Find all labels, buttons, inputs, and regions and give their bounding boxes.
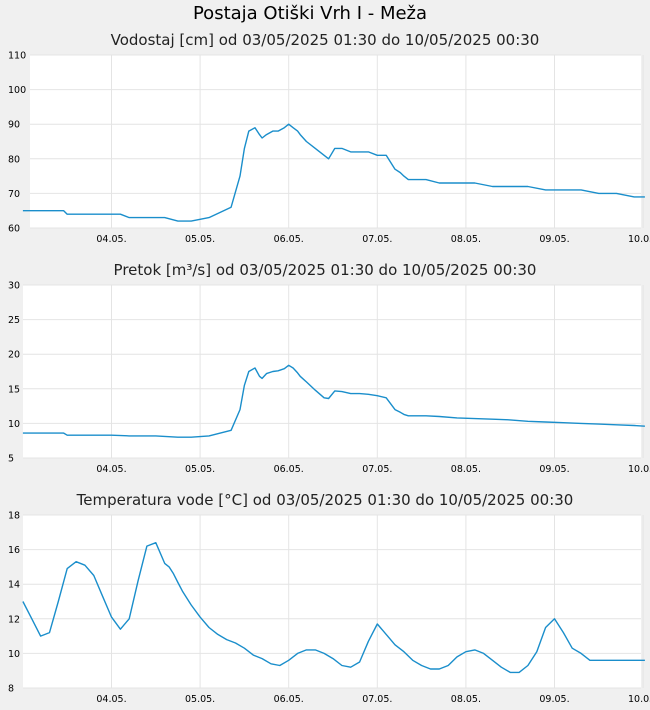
x-tick-label: 04.05. [96, 694, 126, 705]
x-tick-label: 10.05. [628, 234, 650, 245]
y-tick-label: 12 [8, 614, 20, 625]
y-tick-label: 10 [8, 649, 20, 660]
x-tick-label: 07.05. [362, 694, 392, 705]
chart-water-temperature: 8 10 12 14 16 18 04.05. 05.05. 06.05. 07.05. 08.05… [8, 511, 650, 706]
page-title: Postaja Otiški Vrh I - Meža [192, 3, 428, 24]
y-tick-label: 14 [8, 580, 20, 591]
x-tick-label: 05.05. [185, 234, 215, 245]
y-tick-label: 60 [8, 224, 20, 235]
x-tick-label: 07.05. [362, 464, 392, 475]
y-tick-label: 16 [8, 545, 20, 556]
chart-title-water-temperature: Temperatura vode [°C] od 03/05/2025 01:3… [76, 491, 574, 509]
x-tick-label: 05.05. [185, 694, 215, 705]
x-tick-label: 10.05. [628, 464, 650, 475]
x-tick-label: 10.05. [628, 694, 650, 705]
plot-area [23, 285, 641, 458]
x-tick-label: 09.05. [539, 464, 569, 475]
x-tick-label: 06.05. [274, 694, 304, 705]
x-tick-label: 08.05. [451, 234, 481, 245]
plot-area [30, 55, 641, 228]
y-tick-label: 70 [8, 189, 20, 200]
y-tick-label: 20 [8, 350, 20, 361]
y-tick-label: 110 [8, 51, 26, 62]
x-tick-label: 08.05. [451, 464, 481, 475]
y-tick-label: 10 [8, 419, 20, 430]
x-tick-label: 04.05. [96, 464, 126, 475]
y-tick-label: 80 [8, 154, 20, 165]
chart-water-level: 60 70 80 90 100 110 04.05. 05.05. 06.05. 07.05. 08… [8, 51, 650, 246]
chart-title-water-level: Vodostaj [cm] od 03/05/2025 01:30 do 10/… [110, 31, 540, 49]
y-tick-label: 8 [8, 684, 14, 695]
series-line-discharge [22, 364, 645, 438]
y-tick-label: 18 [8, 511, 20, 522]
series-line-water-temperature [22, 542, 645, 674]
y-tick-label: 5 [8, 454, 14, 465]
y-tick-label: 30 [8, 281, 20, 292]
chart-title-discharge: Pretok [m³/s] od 03/05/2025 01:30 do 10/… [113, 261, 537, 279]
chart-discharge: 5 10 15 20 25 30 04.05. 05.05. 06.05. 07.05. 08.05… [8, 281, 650, 476]
x-tick-label: 06.05. [274, 464, 304, 475]
x-tick-label: 09.05. [539, 694, 569, 705]
x-tick-label: 08.05. [451, 694, 481, 705]
y-tick-label: 15 [8, 384, 20, 395]
plot-area [23, 515, 641, 688]
x-tick-label: 07.05. [362, 234, 392, 245]
y-tick-label: 100 [8, 85, 26, 96]
y-tick-label: 25 [8, 315, 20, 326]
x-tick-label: 04.05. [96, 234, 126, 245]
x-tick-label: 06.05. [274, 234, 304, 245]
series-line-water-level [22, 123, 645, 222]
x-tick-label: 09.05. [539, 234, 569, 245]
y-tick-label: 90 [8, 120, 20, 131]
x-tick-label: 05.05. [185, 464, 215, 475]
